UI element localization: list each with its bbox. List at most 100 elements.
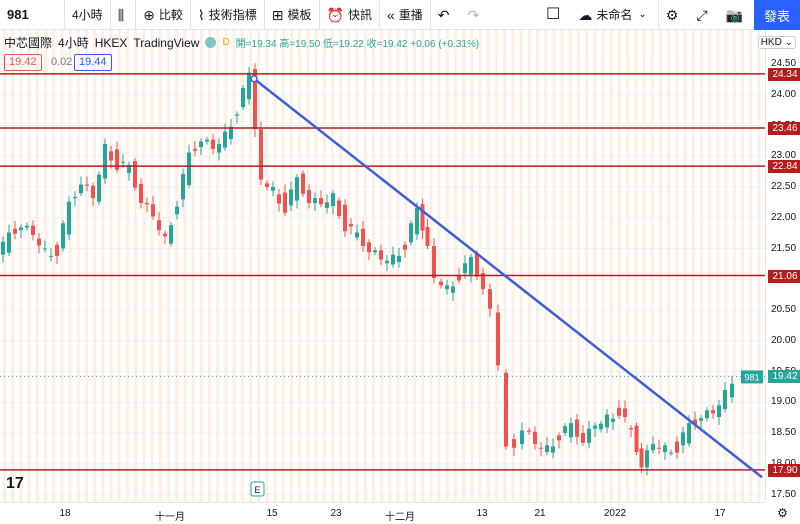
- candle-body: [343, 204, 347, 232]
- candle-body: [55, 244, 59, 256]
- undo-button[interactable]: ↶: [431, 0, 461, 30]
- price-chart[interactable]: E 17 981: [0, 30, 765, 502]
- time-tick: 18: [59, 508, 71, 519]
- candle-body: [425, 226, 430, 247]
- candle-body: [367, 242, 371, 253]
- session-stripe: [257, 30, 261, 502]
- legend-interval: 4小時: [58, 36, 89, 50]
- time-axis[interactable]: 18 十一月 15 23 十二月 13 21 2022 17: [0, 502, 765, 524]
- candle-body: [109, 151, 113, 161]
- candle-body: [85, 184, 89, 186]
- session-stripe: [757, 30, 761, 502]
- candle-body: [385, 260, 389, 264]
- time-tick: 十二月: [385, 512, 415, 523]
- session-stripe: [675, 30, 679, 502]
- session-stripe: [19, 30, 23, 502]
- session-stripe: [388, 30, 392, 502]
- cloud-icon: ☁: [578, 6, 593, 23]
- candle-body: [163, 233, 167, 237]
- candle-body: [391, 254, 395, 265]
- snapshot-button[interactable]: 📷: [719, 0, 754, 30]
- session-stripe: [659, 30, 662, 502]
- session-stripe: [117, 30, 121, 502]
- candle-body: [115, 149, 119, 170]
- session-stripe: [634, 30, 638, 502]
- square-icon: ☐: [546, 5, 561, 23]
- publish-button[interactable]: 發表: [754, 0, 800, 30]
- candle-body: [361, 228, 365, 247]
- price-axis[interactable]: 24.5024.0023.5023.0022.5022.0021.5021.00…: [765, 30, 800, 502]
- templates-button[interactable]: ⊞ 模板: [265, 0, 319, 30]
- session-stripe: [199, 30, 203, 502]
- candle-body: [475, 253, 479, 277]
- candle-body: [325, 202, 329, 208]
- trendline-anchor: [250, 75, 258, 83]
- candle-body: [639, 448, 644, 468]
- compare-label: 比較: [158, 8, 183, 22]
- candle-body: [605, 414, 609, 428]
- replay-button[interactable]: «重播: [380, 0, 430, 30]
- session-stripe: [306, 30, 310, 502]
- legend-exchange: HKEX: [94, 35, 128, 50]
- candle-body: [295, 177, 299, 201]
- level-price-tag: 17.90: [768, 463, 800, 477]
- session-stripe: [298, 30, 302, 502]
- level-price-tag: 24.34: [768, 67, 800, 81]
- candle-body: [175, 206, 179, 215]
- chart-type-button[interactable]: ⫼: [111, 0, 135, 30]
- candle-body: [445, 285, 449, 290]
- session-stripe: [134, 30, 138, 502]
- layout-name-button[interactable]: ☁ 未命名 ⌄: [571, 0, 657, 30]
- ohlc-values: 開=19.34 高=19.50 低=19.22 收=19.42 +0.06 (+…: [235, 39, 480, 50]
- candle-body: [563, 426, 567, 433]
- redo-button[interactable]: ↷: [461, 0, 491, 30]
- session-stripe: [454, 30, 457, 502]
- layout-checkbox[interactable]: ☐: [539, 0, 571, 30]
- candle-body: [277, 194, 281, 204]
- interval-button[interactable]: 4小時: [72, 8, 103, 22]
- session-stripe: [609, 30, 613, 502]
- session-stripe: [552, 30, 556, 502]
- candle-body: [657, 447, 661, 449]
- symbol-search[interactable]: 981: [7, 7, 29, 22]
- session-stripe: [76, 30, 80, 502]
- buy-price-box[interactable]: 19.44: [74, 54, 112, 71]
- candle-body: [241, 87, 245, 108]
- candle-body: [439, 281, 443, 286]
- session-stripe: [503, 30, 507, 502]
- alert-button[interactable]: ⏰ 快訊: [320, 0, 379, 30]
- divider: [64, 0, 65, 30]
- session-stripe: [700, 30, 703, 502]
- candle-body: [217, 143, 221, 153]
- time-tick: 13: [476, 508, 488, 519]
- candle-body: [25, 225, 29, 228]
- divider: [135, 0, 137, 30]
- time-tick: 十一月: [155, 512, 185, 523]
- indicators-button[interactable]: ⌇ 技術指標: [191, 0, 264, 30]
- compare-button[interactable]: ⊕ 比較: [136, 0, 190, 30]
- price-tick: 19.00: [771, 396, 797, 408]
- session-stripe: [478, 30, 482, 502]
- session-stripe: [158, 30, 162, 502]
- candle-body: [1, 241, 5, 255]
- currency-select[interactable]: HKD ⌄: [757, 36, 796, 49]
- session-stripe: [372, 30, 375, 502]
- axis-settings-button[interactable]: ⚙: [765, 502, 800, 523]
- settings-button[interactable]: ⚙: [659, 0, 690, 30]
- session-stripe: [691, 30, 695, 502]
- candle-body: [569, 423, 573, 438]
- level-price-tag: 23.46: [768, 121, 800, 135]
- sell-price-box[interactable]: 19.42: [4, 54, 42, 71]
- price-tick: 22.50: [771, 181, 797, 192]
- candle-body: [629, 428, 633, 430]
- session-stripe: [142, 30, 146, 502]
- candle-body: [681, 432, 685, 446]
- candle-body: [97, 174, 101, 202]
- candle-body: [520, 430, 524, 445]
- symbol-name: 中芯國際: [4, 36, 53, 50]
- trendline: [253, 77, 763, 479]
- candle-body: [301, 173, 305, 194]
- session-stripe: [249, 30, 252, 502]
- fullscreen-button[interactable]: ⤢: [689, 0, 718, 30]
- session-stripe: [314, 30, 318, 502]
